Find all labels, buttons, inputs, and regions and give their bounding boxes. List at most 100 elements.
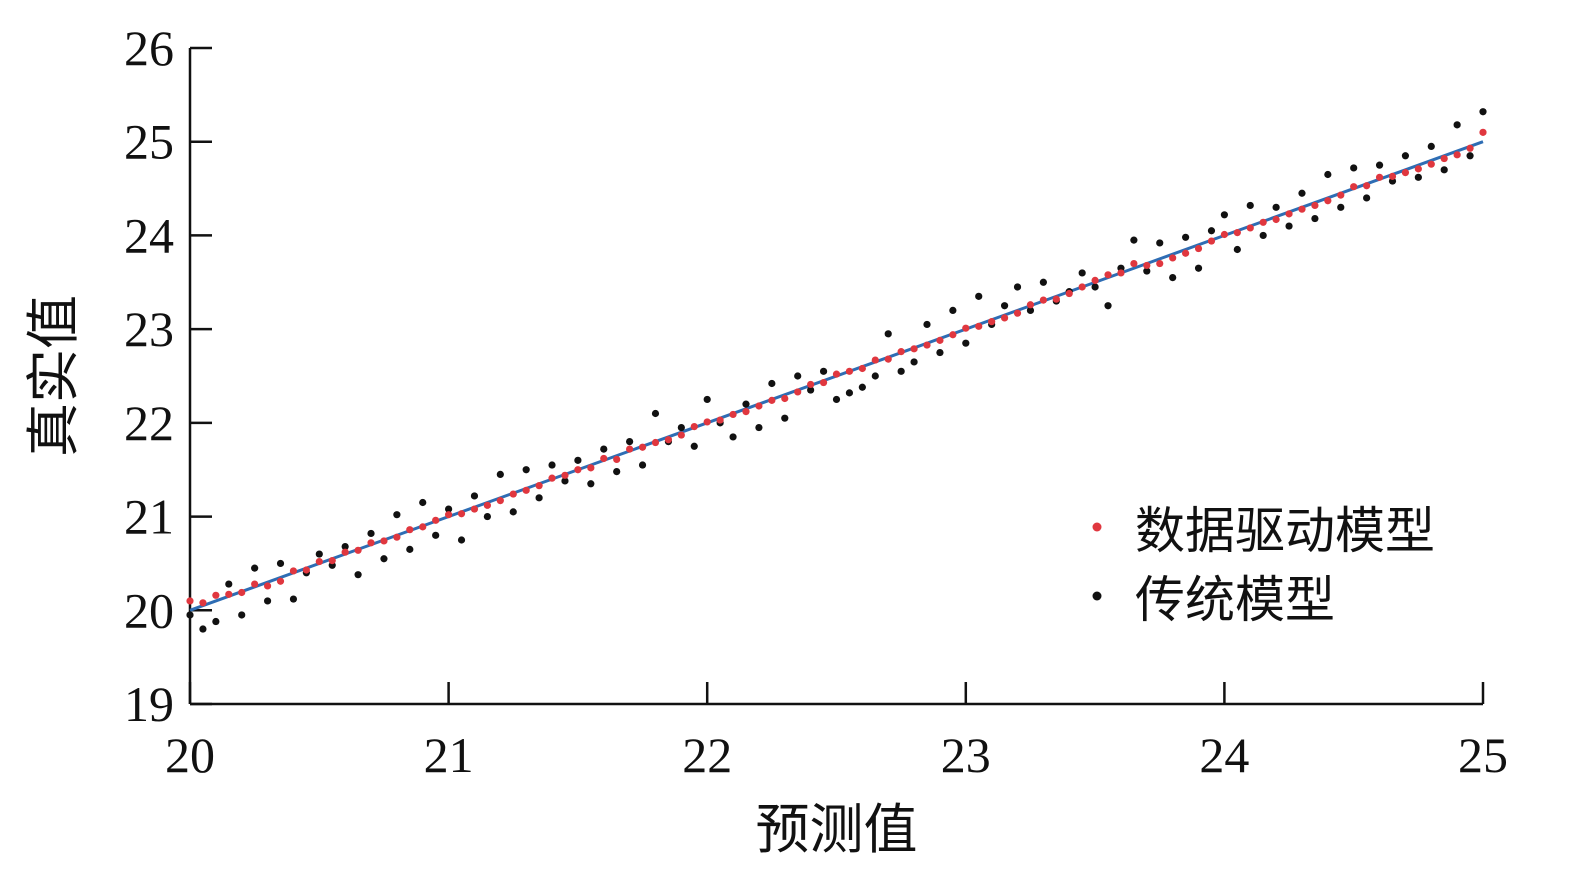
data-point-traditional — [1078, 269, 1086, 277]
data-point-traditional — [535, 494, 543, 502]
data-point-traditional — [910, 358, 918, 366]
data-point-traditional — [1130, 236, 1138, 244]
data-point-data-driven — [1039, 296, 1047, 304]
data-point-traditional — [1440, 166, 1448, 174]
data-point-data-driven — [1156, 259, 1164, 268]
x-tick-label: 21 — [424, 727, 474, 783]
data-point-traditional — [367, 529, 375, 538]
data-point-traditional — [871, 372, 879, 380]
data-point-data-driven — [1130, 259, 1138, 268]
data-point-traditional — [457, 536, 466, 544]
data-point-data-driven — [897, 348, 905, 356]
data-point-traditional — [1350, 164, 1358, 172]
data-point-data-driven — [354, 546, 362, 554]
data-point-data-driven — [587, 464, 595, 472]
legend-marker-data-driven — [1092, 522, 1102, 532]
data-point-traditional — [936, 348, 944, 357]
data-point-traditional — [1337, 203, 1345, 211]
data-point-traditional — [380, 555, 388, 563]
data-point-traditional — [677, 423, 685, 432]
data-point-traditional — [1207, 227, 1216, 235]
series-data-driven — [186, 128, 1487, 607]
data-point-traditional — [1453, 121, 1461, 129]
data-point-data-driven — [1285, 210, 1293, 218]
data-point-traditional — [819, 367, 828, 375]
data-point-data-driven — [858, 364, 866, 373]
data-point-traditional — [548, 461, 556, 469]
data-point-data-driven — [1182, 249, 1190, 257]
points — [186, 108, 1487, 633]
data-point-traditional — [845, 389, 854, 397]
data-point-traditional — [1272, 203, 1280, 211]
data-point-traditional — [690, 442, 698, 450]
data-point-data-driven — [548, 474, 556, 482]
y-tick-label: 25 — [124, 114, 174, 170]
data-point-data-driven — [212, 591, 220, 599]
y-tick-label: 26 — [124, 20, 174, 76]
data-point-data-driven — [1414, 165, 1422, 173]
data-point-traditional — [1285, 222, 1293, 230]
data-point-data-driven — [1091, 276, 1099, 285]
data-point-traditional — [212, 617, 220, 626]
data-point-data-driven — [406, 526, 414, 534]
data-point-traditional — [496, 470, 504, 478]
y-tick-label: 24 — [124, 207, 174, 263]
data-point-traditional — [1013, 283, 1022, 291]
data-point-data-driven — [470, 505, 479, 513]
data-point-data-driven — [432, 516, 440, 524]
y-tick-label: 23 — [124, 301, 174, 357]
data-point-data-driven — [626, 445, 634, 453]
data-point-data-driven — [910, 345, 918, 353]
x-tick-label: 25 — [1458, 727, 1508, 783]
data-point-data-driven — [367, 539, 375, 547]
data-point-traditional — [263, 597, 272, 605]
data-point-traditional — [1026, 306, 1035, 314]
data-point-traditional — [1194, 264, 1203, 272]
data-point-data-driven — [1000, 314, 1009, 322]
data-point-data-driven — [1440, 154, 1448, 163]
data-point-data-driven — [819, 378, 828, 387]
data-point-traditional — [1259, 231, 1267, 240]
data-point-data-driven — [1104, 271, 1112, 279]
data-point-data-driven — [600, 454, 608, 463]
data-point-traditional — [393, 511, 401, 519]
data-point-traditional — [1401, 152, 1410, 160]
legend-label-traditional: 传统模型 — [1135, 571, 1335, 629]
data-point-traditional — [276, 559, 285, 568]
data-point-traditional — [638, 461, 647, 469]
data-point-traditional — [432, 531, 440, 539]
data-point-traditional — [251, 564, 259, 572]
data-point-traditional — [807, 386, 815, 394]
data-point-data-driven — [225, 590, 233, 598]
data-point-data-driven — [1272, 215, 1280, 224]
data-point-traditional — [651, 409, 660, 418]
data-point-data-driven — [988, 318, 996, 326]
data-point-data-driven — [936, 336, 944, 344]
data-point-data-driven — [1233, 229, 1241, 237]
data-point-data-driven — [186, 597, 194, 605]
data-point-traditional — [341, 542, 349, 551]
data-point-traditional — [315, 550, 323, 558]
data-point-data-driven — [742, 408, 750, 416]
data-point-data-driven — [483, 501, 491, 509]
data-point-data-driven — [1401, 169, 1410, 177]
data-point-data-driven — [807, 380, 815, 389]
data-point-data-driven — [1246, 224, 1254, 232]
data-point-traditional — [703, 395, 711, 404]
data-point-data-driven — [729, 410, 737, 419]
series-traditional — [186, 108, 1487, 633]
data-point-data-driven — [315, 557, 323, 566]
data-point-traditional — [574, 456, 582, 464]
data-point-traditional — [509, 508, 517, 516]
data-point-data-driven — [716, 416, 724, 424]
data-point-traditional — [897, 367, 905, 375]
data-point-data-driven — [561, 471, 569, 479]
data-point-data-driven — [832, 370, 841, 378]
data-point-traditional — [768, 379, 776, 388]
data-point-traditional — [289, 595, 298, 603]
data-point-data-driven — [1298, 205, 1306, 213]
data-point-traditional — [755, 423, 763, 432]
data-point-data-driven — [1026, 301, 1035, 309]
data-point-traditional — [1156, 239, 1164, 247]
data-point-data-driven — [199, 599, 207, 607]
